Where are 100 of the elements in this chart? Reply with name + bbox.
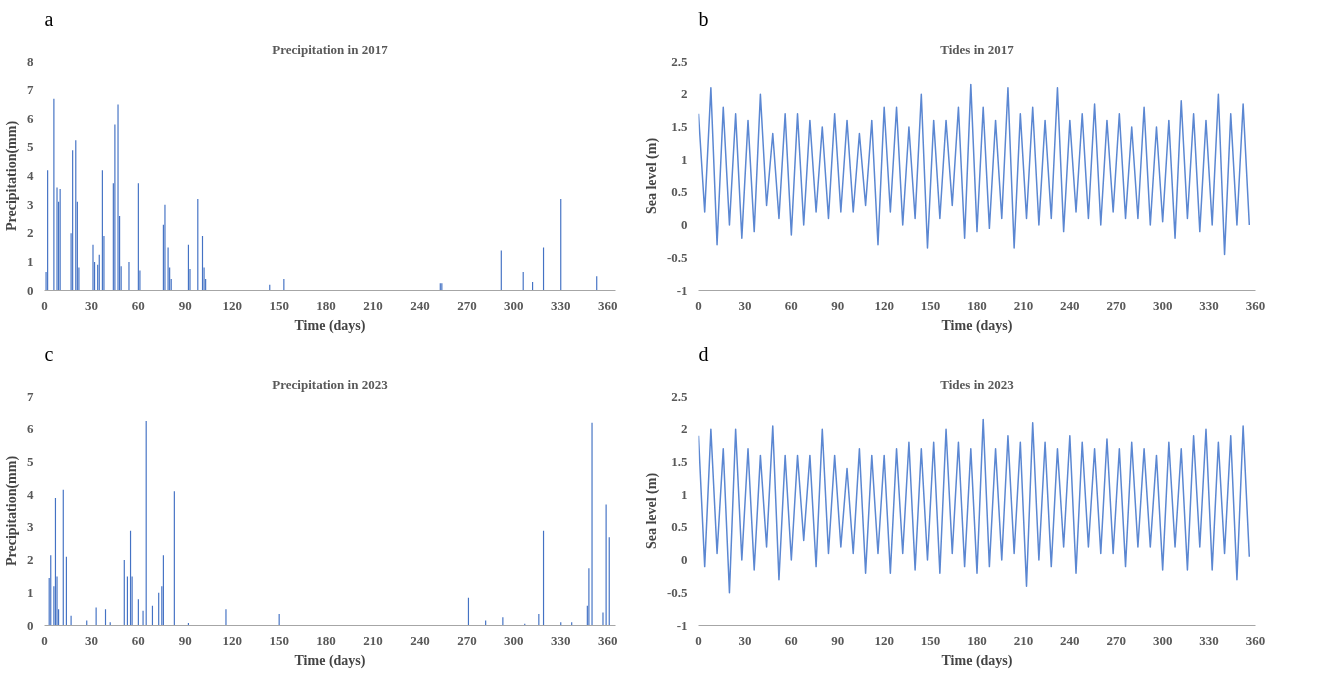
y-tick-label: 1 — [27, 584, 34, 600]
y-tick-label: 1 — [681, 151, 688, 167]
x-tick-label: 180 — [967, 297, 987, 313]
x-tick-label: 180 — [967, 632, 987, 648]
x-tick-label: 30 — [738, 632, 752, 648]
y-tick-label: 1 — [681, 486, 688, 502]
y-tick-label: 0.5 — [671, 184, 688, 200]
x-tick-label: 180 — [316, 297, 336, 313]
x-axis-title: Time (days) — [941, 317, 1013, 334]
x-tick-label: 30 — [84, 632, 98, 648]
text: b — [698, 7, 709, 30]
y-tick-label: 3 — [27, 196, 34, 212]
x-tick-label: 330 — [1199, 297, 1219, 313]
y-tick-label: 3 — [27, 519, 34, 535]
y-tick-label: -1 — [676, 617, 688, 633]
x-tick-label: 270 — [1106, 297, 1126, 313]
text: a — [44, 7, 54, 30]
text: c — [44, 342, 54, 365]
x-axis-title: Time (days) — [294, 652, 366, 669]
chart-title: Tides in 2023 — [940, 376, 1015, 392]
x-tick-label: 120 — [874, 632, 894, 648]
y-tick-label: 8 — [27, 53, 34, 69]
x-tick-label: 120 — [874, 297, 894, 313]
x-tick-label: 60 — [784, 297, 798, 313]
y-tick-label: 0.5 — [671, 519, 688, 535]
x-tick-label: 330 — [1199, 632, 1219, 648]
y-tick-label: 2.5 — [671, 388, 688, 404]
x-tick-label: 210 — [363, 632, 383, 648]
x-tick-label: 360 — [1245, 632, 1266, 648]
x-tick-label: 150 — [920, 632, 941, 648]
chart-title: Precipitation in 2023 — [272, 376, 389, 392]
x-tick-label: 270 — [457, 632, 477, 648]
x-tick-label: 270 — [1106, 632, 1126, 648]
y-tick-label: -0.5 — [666, 584, 688, 600]
x-tick-label: 210 — [1013, 632, 1034, 648]
x-tick-label: 360 — [597, 297, 618, 313]
x-tick-label: 330 — [551, 297, 571, 313]
y-tick-label: 2 — [681, 86, 688, 102]
x-axis-title: Time (days) — [941, 652, 1013, 669]
x-tick-label: 210 — [1013, 297, 1034, 313]
x-tick-label: 90 — [178, 632, 192, 648]
y-tick-label: -0.5 — [666, 249, 688, 265]
y-tick-label: 0 — [27, 617, 34, 633]
x-tick-label: 300 — [1152, 297, 1173, 313]
y-tick-label: 6 — [27, 421, 34, 437]
x-tick-label: 360 — [1245, 297, 1266, 313]
y-axis-title: Precipitation(mm) — [4, 455, 20, 567]
x-tick-label: 240 — [1060, 632, 1080, 648]
x-tick-label: 270 — [457, 297, 477, 313]
x-tick-label: 0 — [695, 632, 702, 648]
x-tick-label: 300 — [1152, 632, 1173, 648]
x-tick-label: 150 — [269, 632, 289, 648]
x-tick-label: 0 — [41, 632, 48, 648]
x-tick-label: 60 — [131, 297, 145, 313]
y-tick-label: 0 — [27, 282, 34, 298]
x-tick-label: 150 — [269, 297, 289, 313]
y-tick-label: 2 — [27, 552, 34, 568]
y-tick-label: 5 — [27, 139, 34, 155]
chart-title: Tides in 2017 — [940, 41, 1015, 57]
x-tick-label: 120 — [222, 297, 242, 313]
y-tick-label: -1 — [676, 282, 688, 298]
x-tick-label: 300 — [504, 297, 524, 313]
y-tick-label: 2 — [27, 225, 34, 241]
x-tick-label: 240 — [1060, 297, 1080, 313]
y-tick-label: 0 — [681, 552, 688, 568]
x-tick-label: 30 — [84, 297, 98, 313]
y-tick-label: 6 — [27, 110, 34, 126]
x-tick-label: 0 — [695, 297, 702, 313]
y-tick-label: 7 — [27, 388, 34, 404]
x-tick-label: 60 — [131, 632, 145, 648]
y-tick-label: 1.5 — [671, 118, 688, 134]
x-tick-label: 240 — [410, 297, 430, 313]
x-tick-label: 90 — [178, 297, 192, 313]
x-tick-label: 330 — [551, 632, 571, 648]
chart-title: Precipitation in 2017 — [272, 41, 389, 57]
y-tick-label: 1 — [27, 253, 34, 269]
x-tick-label: 150 — [920, 297, 941, 313]
y-axis-title: Sea level (m) — [643, 472, 660, 550]
y-tick-label: 4 — [27, 168, 34, 183]
y-axis-title: Precipitation(mm) — [4, 120, 20, 232]
y-tick-label: 2.5 — [671, 53, 688, 69]
x-tick-label: 90 — [831, 632, 845, 648]
y-axis-title: Sea level (m) — [643, 137, 660, 215]
x-axis-title: Time (days) — [294, 317, 366, 334]
text: d — [698, 342, 709, 365]
y-tick-label: 1.5 — [671, 453, 688, 469]
y-tick-label: 7 — [27, 82, 34, 98]
x-tick-label: 30 — [738, 297, 752, 313]
x-tick-label: 180 — [316, 632, 336, 648]
x-tick-label: 0 — [41, 297, 48, 313]
x-tick-label: 120 — [222, 632, 242, 648]
x-tick-label: 60 — [784, 632, 798, 648]
x-tick-label: 240 — [410, 632, 430, 648]
x-tick-label: 210 — [363, 297, 383, 313]
x-tick-label: 90 — [831, 297, 845, 313]
y-tick-label: 0 — [681, 217, 688, 233]
x-tick-label: 360 — [597, 632, 618, 648]
x-tick-label: 300 — [504, 632, 524, 648]
y-tick-label: 4 — [27, 486, 34, 502]
y-tick-label: 2 — [681, 421, 688, 437]
